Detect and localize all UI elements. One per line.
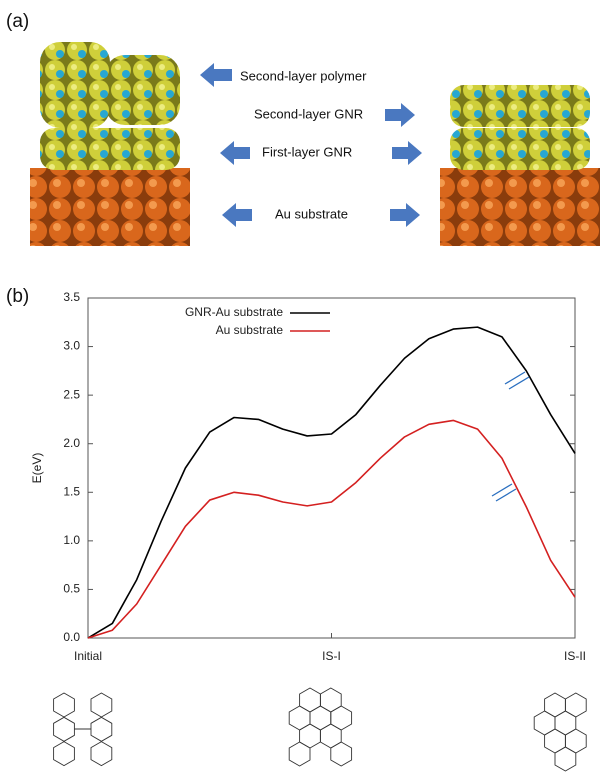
ring <box>555 747 576 771</box>
y-tick-label: 2.5 <box>63 387 80 401</box>
x-tick-label: Initial <box>74 649 102 663</box>
ring <box>91 693 112 717</box>
plot-frame <box>88 298 575 638</box>
ring <box>54 693 75 717</box>
panel-label: (a) <box>6 11 29 32</box>
axis-break <box>492 372 529 501</box>
ring <box>545 693 566 717</box>
ring <box>310 706 331 730</box>
annotation: First-layer GNR <box>262 144 352 159</box>
y-tick-label: 1.5 <box>63 484 80 498</box>
series-line <box>88 327 575 638</box>
ring <box>331 742 352 766</box>
legend-label: GNR-Au substrate <box>185 305 283 319</box>
ring <box>545 729 566 753</box>
ring <box>534 711 555 735</box>
ring <box>555 711 576 735</box>
molecules <box>54 688 587 771</box>
y-tick-label: 2.0 <box>63 436 80 450</box>
y-tick-label: 1.0 <box>63 533 80 547</box>
ring <box>300 724 321 748</box>
ring <box>289 706 310 730</box>
ring <box>565 729 586 753</box>
panel-label: (b) <box>6 286 29 307</box>
ring <box>54 717 75 741</box>
annotation: Second-layer polymer <box>240 68 367 83</box>
left-structure <box>30 42 190 246</box>
y-tick-label: 0.5 <box>63 582 80 596</box>
legend-label: Au substrate <box>216 323 284 337</box>
ring <box>300 688 321 712</box>
figure: (a) (b) Second-layer polymer Second-laye… <box>0 0 611 778</box>
ring <box>289 742 310 766</box>
y-tick-label: 0.0 <box>63 630 80 644</box>
ring <box>91 717 112 741</box>
ring <box>565 693 586 717</box>
annotation: Au substrate <box>275 206 348 221</box>
x-tick-label: IS-II <box>564 649 586 663</box>
right-structure <box>440 85 600 246</box>
y-tick-label: 3.0 <box>63 339 80 353</box>
ring <box>320 724 341 748</box>
ring <box>320 688 341 712</box>
plot-area: 0.0 0.5 1.0 1.5 2.0 2.5 3.0 3.5 Initial IS-I IS-II… <box>63 290 586 663</box>
series-line <box>88 420 575 638</box>
x-tick-label: IS-I <box>322 649 341 663</box>
annotation: Second-layer GNR <box>254 106 363 121</box>
ring <box>331 706 352 730</box>
ring <box>91 742 112 766</box>
y-tick-label: 3.5 <box>63 290 80 304</box>
y-axis-label: E(eV) <box>30 453 44 484</box>
ring <box>54 742 75 766</box>
